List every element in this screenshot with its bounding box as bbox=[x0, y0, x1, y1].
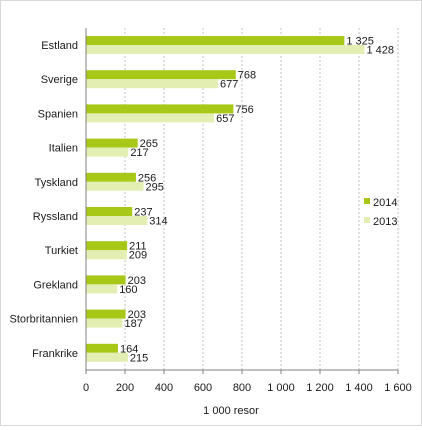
category-labels: Estland Sverige Spanien Italien Tyskland Ryss… bbox=[10, 40, 79, 360]
legend-swatch bbox=[364, 198, 370, 204]
data-label: 164 bbox=[120, 343, 138, 355]
x-tick-label: 1 400 bbox=[345, 382, 373, 394]
x-tick-label: 400 bbox=[155, 382, 173, 394]
category-label: Tyskland bbox=[35, 177, 78, 189]
legend-label: 2014 bbox=[373, 197, 397, 209]
legend: 2014 2013 bbox=[364, 197, 397, 228]
bar-2013 bbox=[86, 352, 128, 362]
data-label: 217 bbox=[130, 147, 148, 159]
bar-2014 bbox=[86, 36, 345, 45]
data-label: 756 bbox=[235, 104, 253, 116]
data-label: 1 325 bbox=[346, 36, 374, 48]
category-label: Frankrike bbox=[32, 348, 78, 360]
x-tick-label: 0 bbox=[83, 382, 89, 394]
category-label: Storbritannien bbox=[10, 314, 79, 326]
x-tick-label: 1 600 bbox=[384, 382, 412, 394]
bar-2014 bbox=[86, 207, 133, 216]
legend-swatch bbox=[364, 217, 370, 223]
data-label: 237 bbox=[134, 207, 152, 219]
category-label: Estland bbox=[41, 40, 78, 52]
data-label: 203 bbox=[128, 275, 146, 287]
category-label: Ryssland bbox=[33, 211, 78, 223]
data-label: 1 428 bbox=[366, 45, 394, 57]
bar-2014 bbox=[86, 172, 136, 182]
bar-2013 bbox=[86, 250, 127, 260]
x-tick-label: 600 bbox=[194, 382, 212, 394]
bar-2014 bbox=[86, 343, 118, 353]
data-label: 211 bbox=[129, 241, 147, 253]
bar-2013 bbox=[86, 113, 215, 123]
data-label: 768 bbox=[238, 70, 256, 82]
data-label: 187 bbox=[124, 318, 142, 330]
bar-2014 bbox=[86, 275, 126, 285]
x-tick-label: 200 bbox=[116, 382, 134, 394]
bar-2013 bbox=[86, 181, 144, 191]
x-axis-title: 1 000 resor bbox=[203, 405, 259, 417]
bar-2013 bbox=[86, 147, 129, 157]
bars bbox=[86, 36, 365, 362]
category-label: Grekland bbox=[33, 279, 78, 291]
x-tick-label: 800 bbox=[233, 382, 251, 394]
legend-label: 2013 bbox=[373, 216, 397, 228]
bar-2013 bbox=[86, 284, 118, 294]
data-label: 265 bbox=[140, 138, 158, 150]
x-tick-label: 1 000 bbox=[267, 382, 295, 394]
data-label: 203 bbox=[128, 309, 146, 321]
bar-2013 bbox=[86, 79, 219, 89]
data-label: 314 bbox=[149, 216, 167, 228]
data-label: 295 bbox=[146, 181, 164, 193]
data-label: 677 bbox=[220, 79, 238, 91]
x-axis: 0 200 400 600 800 1 000 1 200 1 400 1 600 bbox=[83, 28, 412, 394]
category-label: Sverige bbox=[41, 74, 78, 86]
bar-2014 bbox=[86, 309, 126, 319]
category-label: Spanien bbox=[38, 108, 78, 120]
category-label: Turkiet bbox=[45, 245, 78, 257]
bar-2013 bbox=[86, 45, 365, 54]
data-label: 256 bbox=[138, 172, 156, 184]
bar-2014 bbox=[86, 104, 234, 114]
x-tick-label: 1 200 bbox=[306, 382, 334, 394]
category-label: Italien bbox=[49, 143, 78, 155]
bar-2014 bbox=[86, 138, 138, 148]
bar-2013 bbox=[86, 318, 123, 328]
data-label: 215 bbox=[130, 352, 148, 364]
data-label: 209 bbox=[129, 250, 147, 262]
bar-2014 bbox=[86, 241, 128, 251]
bar-2014 bbox=[86, 70, 236, 80]
data-label: 160 bbox=[119, 284, 137, 296]
data-label: 657 bbox=[216, 113, 234, 125]
bar-2013 bbox=[86, 216, 148, 225]
